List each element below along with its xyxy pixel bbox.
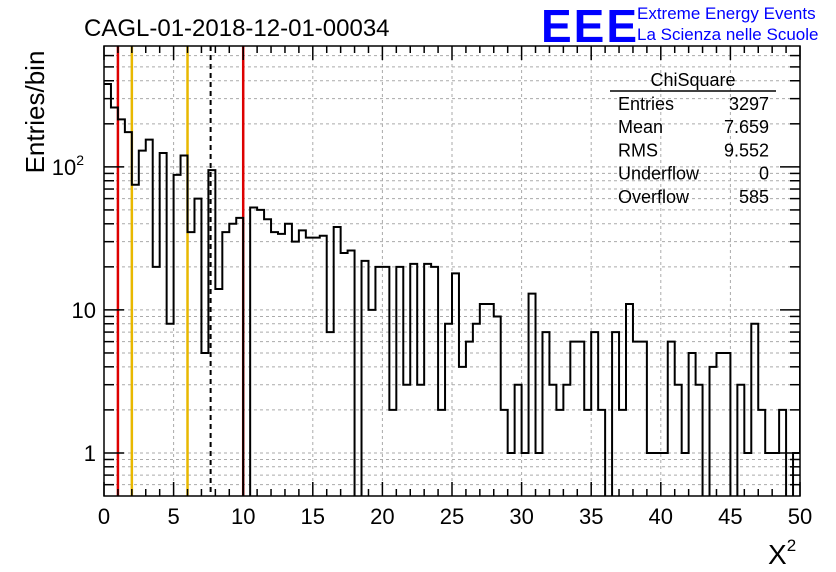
x-tick-label: 40 (649, 504, 673, 529)
stats-title: ChiSquare (650, 70, 735, 90)
y-tick-label: 10 (72, 298, 96, 323)
y-tick-label: 1 (84, 441, 96, 466)
stats-row-label: Overflow (618, 187, 690, 207)
y-tick-label: 102 (52, 152, 84, 180)
x-tick-label: 15 (301, 504, 325, 529)
x-tick-label: 10 (231, 504, 255, 529)
x-tick-label: 5 (167, 504, 179, 529)
stats-row-label: Underflow (618, 164, 700, 184)
x-tick-label: 0 (98, 504, 110, 529)
reference-lines (116, 46, 245, 496)
x-axis-label-base: X (768, 539, 787, 570)
x-tick-label: 25 (440, 504, 464, 529)
x-tick-label: 50 (788, 504, 812, 529)
logo-line-1: Extreme Energy Events (637, 4, 816, 23)
x-axis-label: X2 (768, 536, 796, 570)
chart-title: CAGL-01-2018-12-01-00034 (84, 15, 390, 42)
x-tick-label: 20 (370, 504, 394, 529)
x-tick-label: 45 (718, 504, 742, 529)
stats-row-value: 0 (759, 164, 769, 184)
histogram-line (104, 82, 800, 496)
y-axis-label: Entries/bin (20, 51, 50, 174)
x-tick-label: 35 (579, 504, 603, 529)
logo-line-2: La Scienza nelle Scuole (637, 25, 818, 44)
stats-row-value: 585 (739, 187, 769, 207)
stats-row-value: 3297 (729, 94, 769, 114)
histogram-series (104, 82, 800, 496)
x-axis-label-superscript: 2 (787, 536, 796, 555)
stats-row-value: 7.659 (724, 117, 769, 137)
logo-mark: EEE (541, 0, 639, 52)
x-tick-label: 30 (509, 504, 533, 529)
axis-ticks: 0 5 10 15 20 25 30 35 40 45 50 1 10 102 (52, 46, 812, 529)
stats-row-value: 9.552 (724, 140, 769, 160)
stats-row-label: Entries (618, 94, 674, 114)
stats-rows: Entries 3297 Mean 7.659 RMS 9.552 Underflow 0 Ov… (618, 94, 769, 207)
stats-row-label: RMS (618, 140, 658, 160)
stats-row-label: Mean (618, 117, 663, 137)
eee-logo: EEE Extreme Energy Events La Scienza nel… (541, 0, 818, 52)
stats-box: ChiSquare Entries 3297 Mean 7.659 RMS 9.552 Un… (610, 70, 776, 207)
